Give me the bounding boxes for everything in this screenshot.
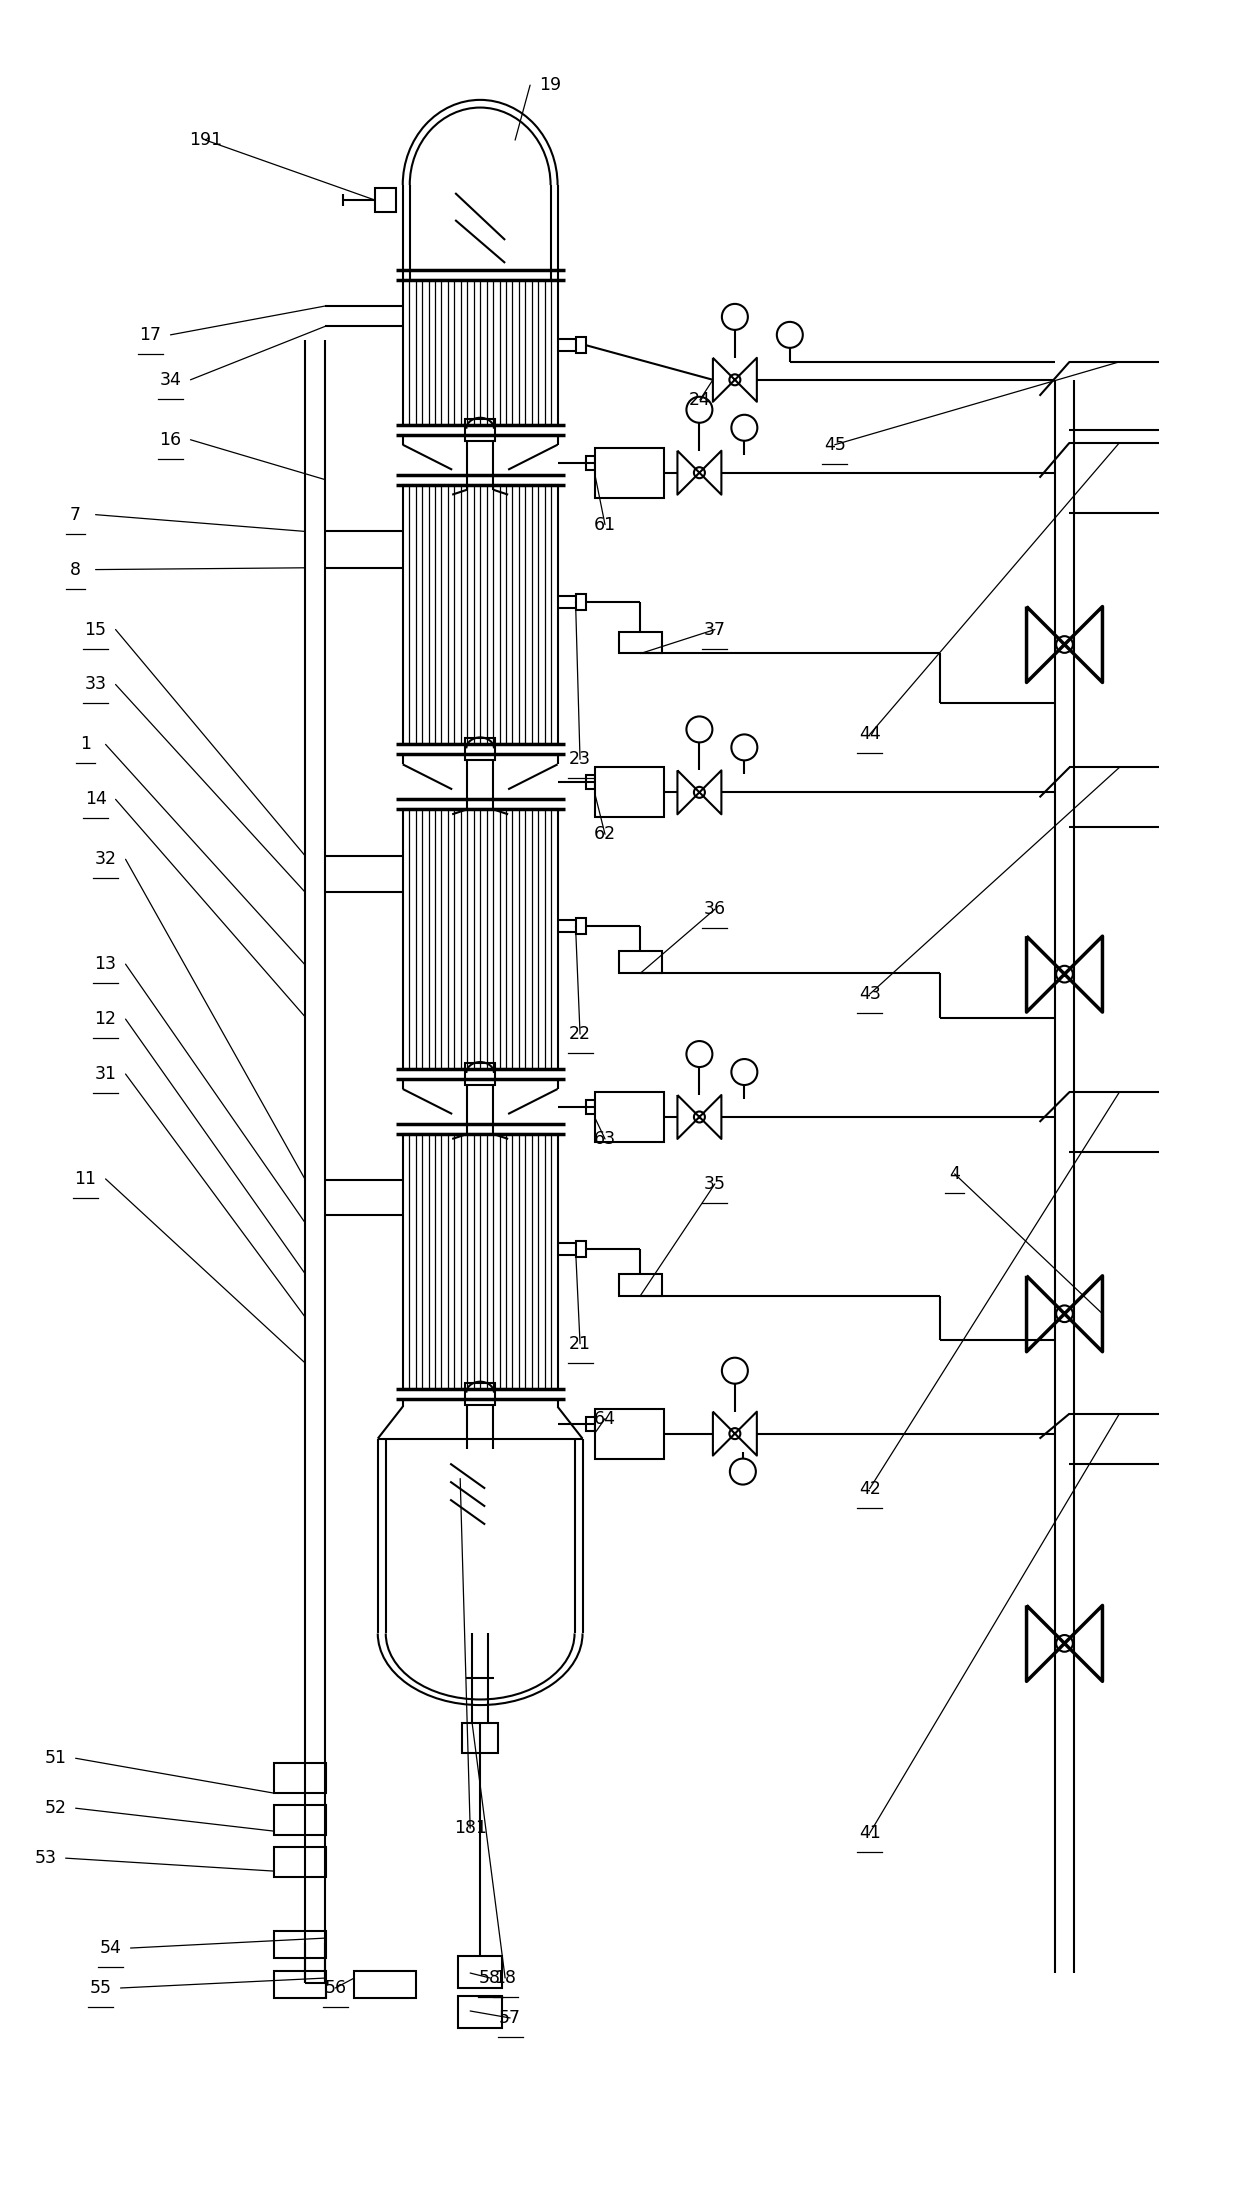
Text: 1: 1 xyxy=(81,735,91,753)
Bar xyxy=(274,1806,326,1834)
Circle shape xyxy=(729,375,740,386)
Circle shape xyxy=(1056,1635,1073,1652)
Text: 14: 14 xyxy=(84,790,107,807)
Bar xyxy=(403,810,558,1068)
Bar xyxy=(575,595,585,610)
Bar xyxy=(355,1970,417,1999)
Bar xyxy=(403,281,558,426)
Bar xyxy=(594,448,665,498)
Text: 37: 37 xyxy=(704,621,725,638)
Circle shape xyxy=(1056,965,1073,983)
Text: 32: 32 xyxy=(94,851,117,869)
Bar xyxy=(374,189,396,213)
Text: 12: 12 xyxy=(94,1009,117,1029)
Bar xyxy=(465,1382,495,1404)
Text: 63: 63 xyxy=(594,1130,616,1147)
Text: 54: 54 xyxy=(99,1939,122,1957)
Circle shape xyxy=(730,1459,756,1485)
Bar xyxy=(403,485,558,744)
Text: 191: 191 xyxy=(188,132,222,149)
Text: 16: 16 xyxy=(160,430,181,450)
Bar xyxy=(585,1417,594,1430)
Text: 43: 43 xyxy=(859,985,880,1003)
Bar xyxy=(585,774,594,790)
Bar xyxy=(575,919,585,935)
Text: 22: 22 xyxy=(569,1025,591,1042)
Text: 52: 52 xyxy=(45,1799,67,1817)
Circle shape xyxy=(1056,1305,1073,1323)
Bar xyxy=(465,739,495,761)
Bar xyxy=(274,1970,326,1999)
Bar xyxy=(403,1134,558,1389)
Text: 33: 33 xyxy=(84,676,107,693)
Circle shape xyxy=(694,467,704,478)
Circle shape xyxy=(729,1428,740,1439)
Text: 62: 62 xyxy=(594,825,616,842)
Text: 61: 61 xyxy=(594,516,616,533)
Text: 44: 44 xyxy=(859,726,880,744)
Bar xyxy=(619,632,662,654)
Circle shape xyxy=(694,788,704,799)
Bar xyxy=(465,1064,495,1086)
Text: 4: 4 xyxy=(949,1165,960,1183)
Text: 24: 24 xyxy=(689,391,711,408)
Text: 8: 8 xyxy=(71,562,81,579)
Circle shape xyxy=(694,1112,704,1123)
Text: 181: 181 xyxy=(454,1819,486,1836)
Text: 57: 57 xyxy=(500,2010,521,2027)
Text: 7: 7 xyxy=(71,505,81,524)
Text: 55: 55 xyxy=(89,1979,112,1997)
Bar xyxy=(274,1847,326,1878)
Bar xyxy=(585,456,594,470)
Bar xyxy=(594,768,665,818)
Text: 41: 41 xyxy=(859,1823,880,1843)
Bar xyxy=(463,1722,498,1753)
Bar xyxy=(619,1273,662,1294)
Text: 15: 15 xyxy=(84,621,107,638)
Circle shape xyxy=(687,717,713,742)
Text: 35: 35 xyxy=(704,1176,725,1194)
Text: 53: 53 xyxy=(35,1850,57,1867)
Circle shape xyxy=(687,1042,713,1066)
Text: 19: 19 xyxy=(539,77,562,94)
Bar xyxy=(274,1931,326,1957)
Text: 42: 42 xyxy=(859,1479,880,1499)
Bar xyxy=(459,1957,502,1988)
Circle shape xyxy=(722,1358,748,1384)
Text: 36: 36 xyxy=(704,900,725,919)
Circle shape xyxy=(732,1060,758,1086)
Circle shape xyxy=(732,415,758,441)
Text: 23: 23 xyxy=(569,750,591,768)
Bar xyxy=(594,1093,665,1141)
Circle shape xyxy=(722,305,748,329)
Bar xyxy=(465,419,495,441)
Bar xyxy=(459,1997,502,2027)
Text: 11: 11 xyxy=(74,1169,97,1187)
Text: 64: 64 xyxy=(594,1409,616,1428)
Circle shape xyxy=(1056,636,1073,654)
Bar xyxy=(575,338,585,353)
Text: 21: 21 xyxy=(569,1334,591,1354)
Bar xyxy=(585,1099,594,1115)
Circle shape xyxy=(687,397,713,423)
Bar xyxy=(594,1409,665,1459)
Text: 17: 17 xyxy=(140,327,161,344)
Text: 45: 45 xyxy=(823,437,846,454)
Circle shape xyxy=(732,735,758,761)
Text: 34: 34 xyxy=(160,371,181,388)
Text: 58: 58 xyxy=(479,1968,501,1988)
Circle shape xyxy=(776,323,802,349)
Text: 51: 51 xyxy=(45,1749,67,1766)
Bar xyxy=(274,1764,326,1792)
Text: 13: 13 xyxy=(94,954,117,974)
Bar xyxy=(575,1240,585,1257)
Text: 31: 31 xyxy=(94,1064,117,1084)
Text: 56: 56 xyxy=(324,1979,346,1997)
Bar xyxy=(619,952,662,974)
Text: 18: 18 xyxy=(494,1968,516,1988)
